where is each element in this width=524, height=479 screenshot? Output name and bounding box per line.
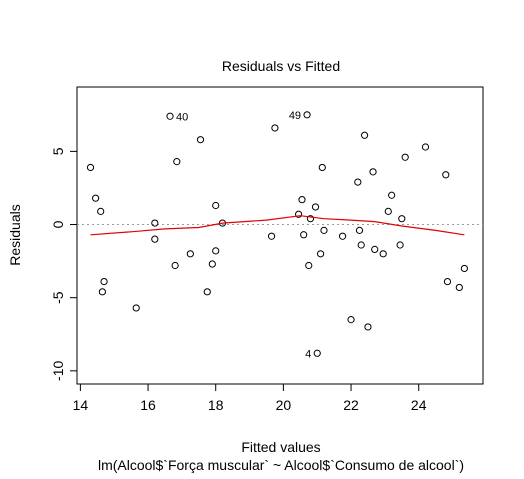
data-point [401, 153, 409, 161]
x-axis-title: Fitted values [241, 439, 320, 455]
data-point [398, 215, 406, 223]
y-tick-label: -10 [50, 361, 66, 381]
data-point [212, 247, 220, 255]
data-point [171, 261, 179, 270]
data-points [86, 111, 468, 357]
data-point [295, 210, 303, 218]
data-point [318, 163, 326, 172]
chart-title: Residuals vs Fitted [222, 58, 340, 74]
smoother-line [90, 215, 465, 236]
data-point [379, 250, 387, 258]
point-label: 49 [289, 110, 301, 122]
data-point [303, 111, 311, 119]
data-point [86, 163, 95, 172]
y-axis: -10 -5 0 5 [50, 147, 77, 381]
data-point [186, 250, 194, 258]
data-point [396, 241, 404, 249]
data-point [196, 136, 205, 144]
point-labels: 40 49 4 [176, 110, 311, 360]
y-tick-label: -5 [50, 291, 66, 304]
data-point [347, 316, 355, 324]
x-tick-label: 20 [276, 397, 292, 413]
data-point [267, 232, 276, 240]
x-tick-label: 14 [73, 397, 89, 413]
y-tick-label: 0 [50, 220, 66, 228]
data-point [460, 264, 468, 273]
data-point [298, 196, 306, 204]
data-point [100, 277, 108, 286]
data-point [354, 178, 362, 186]
y-tick-label: 5 [50, 147, 66, 155]
data-point [443, 277, 452, 286]
data-point [166, 112, 174, 120]
data-point [306, 215, 315, 223]
point-label: 4 [305, 348, 311, 360]
x-tick-label: 22 [343, 397, 359, 413]
data-point [311, 203, 320, 211]
data-point [371, 245, 379, 253]
data-point [132, 304, 140, 312]
data-point [300, 231, 308, 239]
plot-frame [76, 86, 484, 385]
x-tick-label: 16 [140, 397, 156, 413]
data-point [305, 261, 313, 270]
data-point [360, 131, 369, 139]
x-tick-label: 24 [411, 397, 427, 413]
data-point [271, 124, 279, 132]
data-point [364, 323, 372, 331]
data-point [384, 207, 392, 215]
data-point [355, 226, 364, 234]
chart-subtitle: lm(Alcool$`Força muscular` ~ Alcool$`Con… [98, 457, 464, 473]
data-point [421, 143, 430, 151]
data-point [317, 250, 325, 258]
data-point [369, 168, 377, 176]
data-point [208, 260, 216, 268]
x-tick-label: 18 [208, 397, 224, 413]
data-point [442, 171, 450, 179]
data-point [455, 283, 463, 292]
data-point [173, 158, 181, 166]
data-point [92, 194, 100, 202]
data-point [320, 226, 328, 234]
data-point [357, 241, 365, 249]
data-point [97, 207, 105, 215]
data-point [313, 349, 321, 357]
data-point [212, 201, 220, 210]
x-axis: 14 16 18 20 22 24 [73, 384, 427, 413]
data-point [203, 288, 211, 296]
point-label: 40 [176, 111, 188, 123]
data-point [388, 191, 396, 199]
data-point [98, 288, 106, 296]
y-axis-title: Residuals [7, 204, 23, 265]
data-point [338, 232, 347, 240]
data-point [151, 235, 159, 243]
data-point [151, 219, 159, 227]
